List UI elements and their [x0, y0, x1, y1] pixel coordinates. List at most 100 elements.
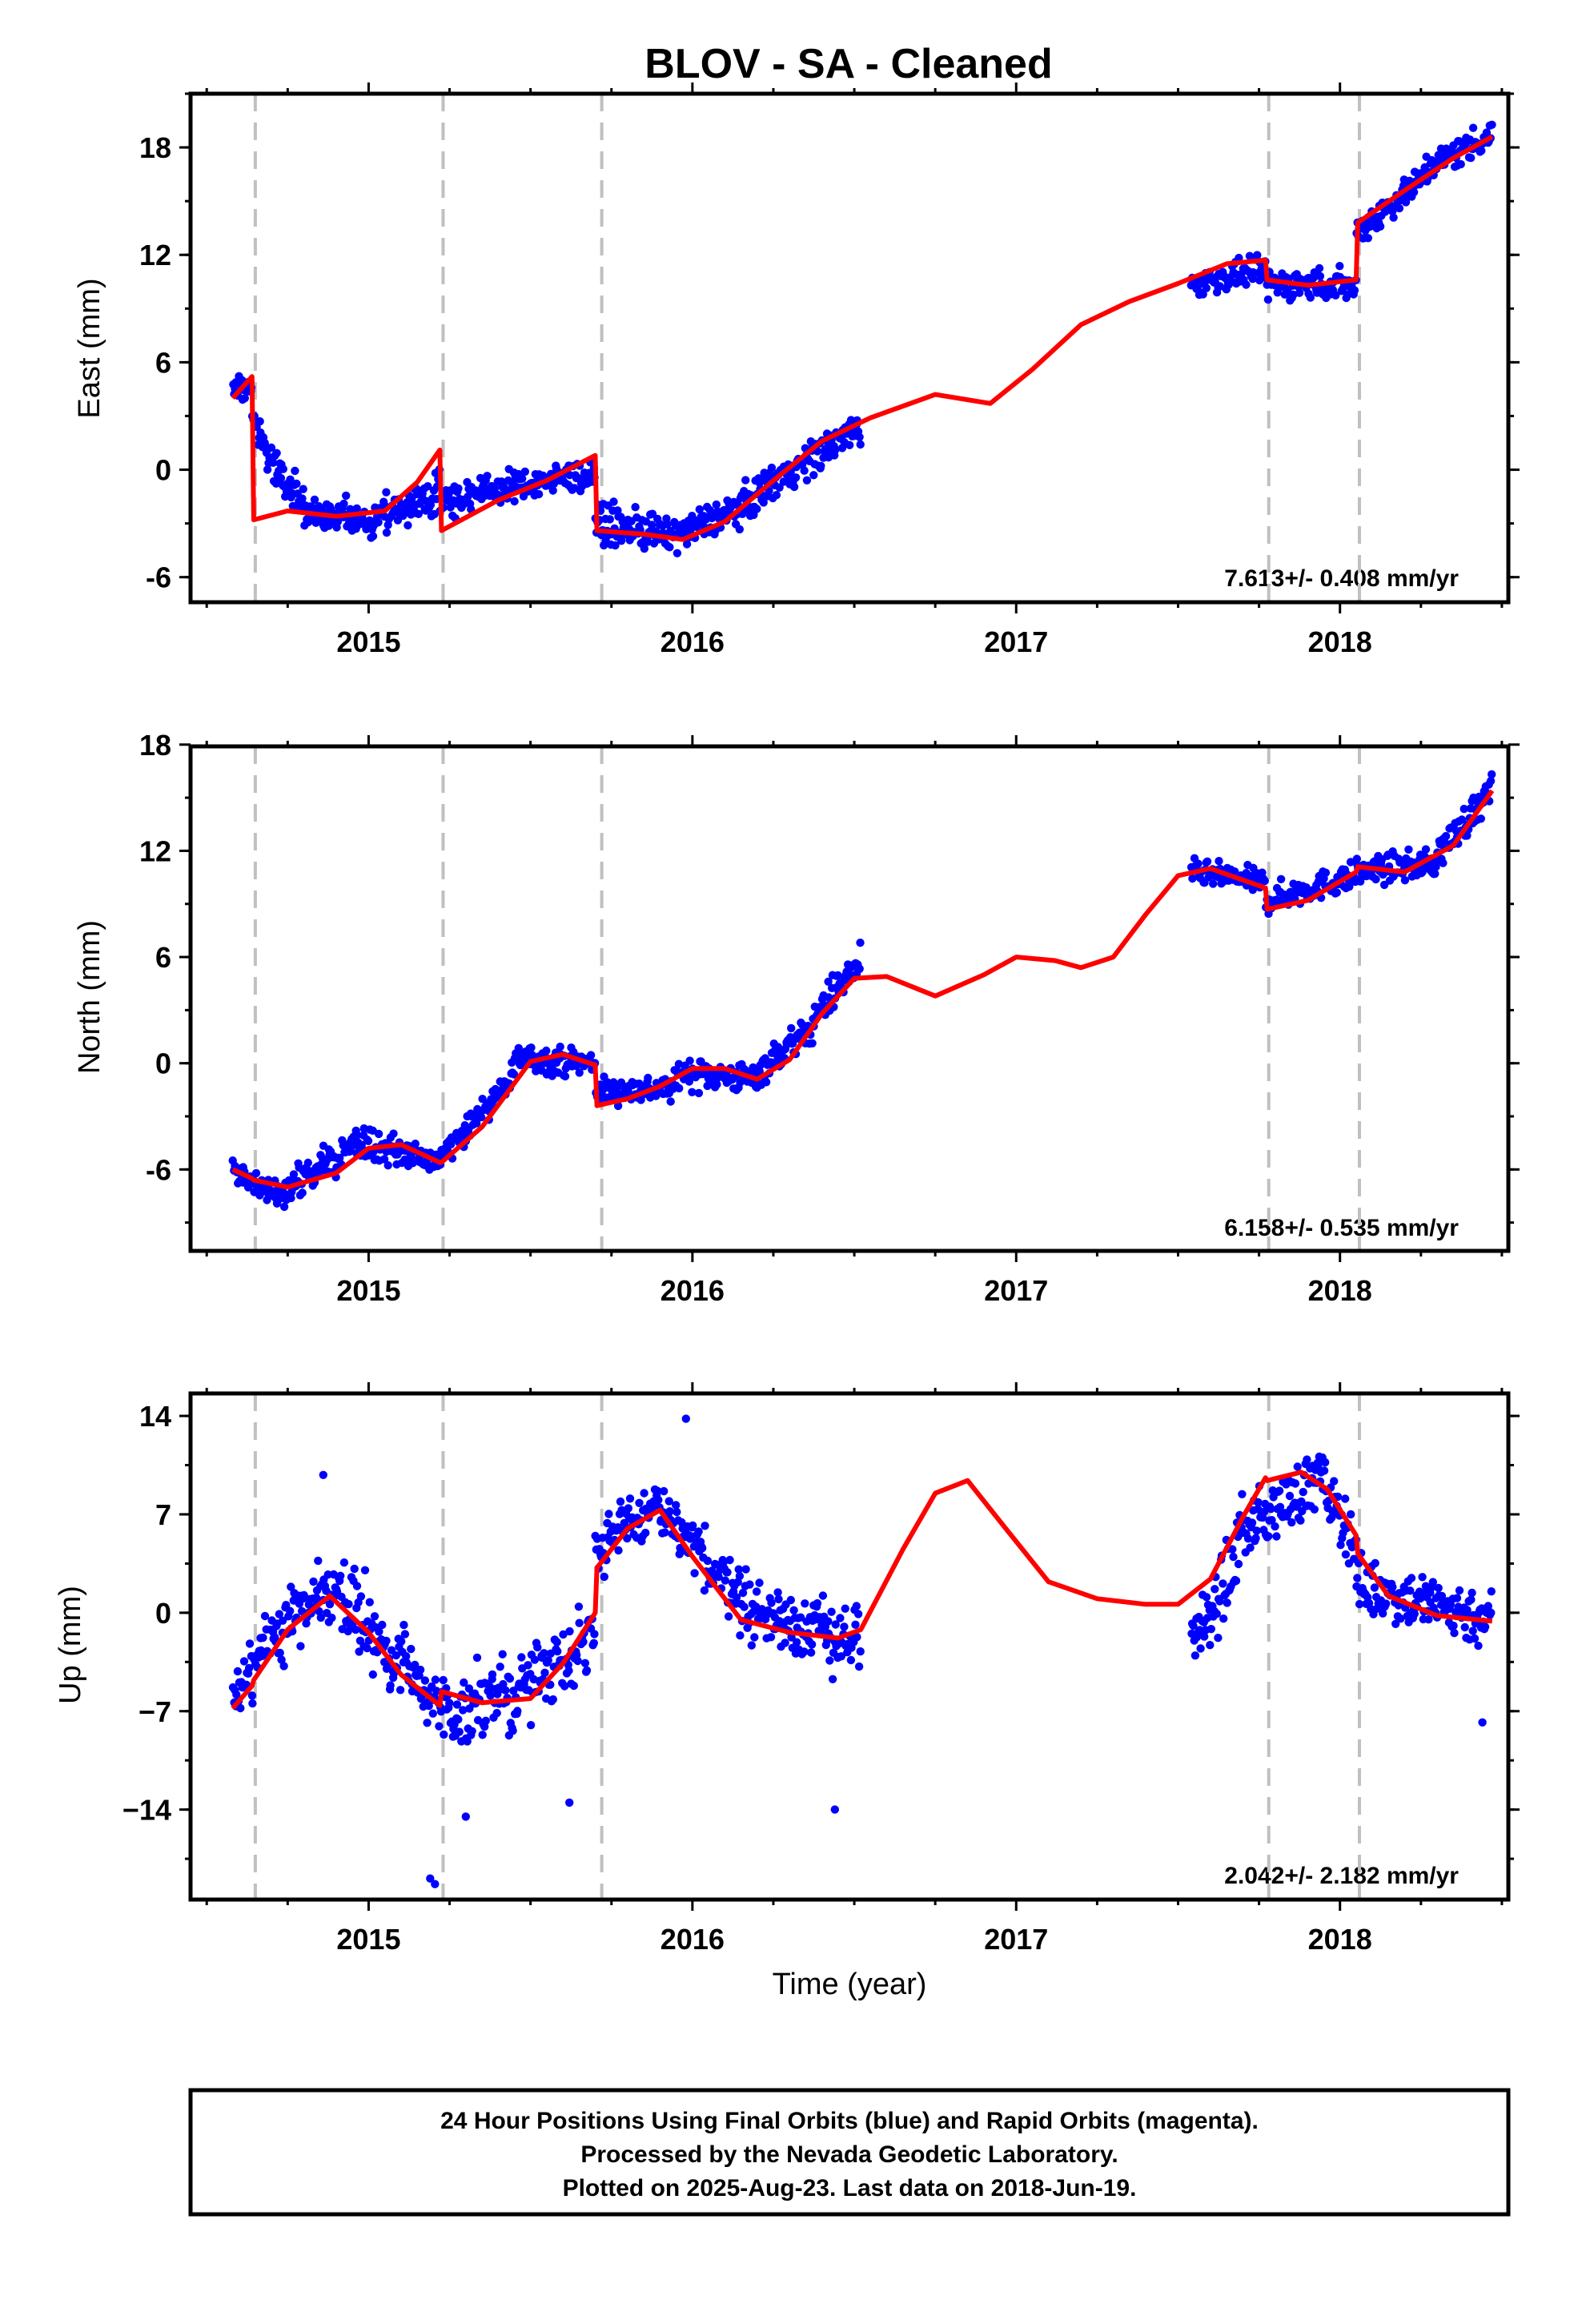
data-point	[1332, 888, 1342, 897]
data-point	[1306, 293, 1315, 302]
x-axis-label-time: Time (year)	[773, 1968, 927, 2001]
data-point	[579, 1638, 588, 1647]
rate-label-east: 7.613+/- 0.408 mm/yr	[1224, 565, 1459, 592]
data-point	[817, 461, 825, 470]
data-point	[851, 1620, 860, 1630]
data-point	[1295, 288, 1304, 297]
data-point	[1255, 275, 1264, 285]
data-point	[386, 1681, 395, 1690]
data-point	[787, 1023, 796, 1033]
data-point	[416, 1665, 425, 1675]
data-point	[455, 1727, 464, 1736]
caption-line-1: 24 Hour Positions Using Final Orbits (bl…	[440, 2108, 1259, 2134]
data-point	[856, 1647, 865, 1656]
data-point	[333, 517, 343, 526]
data-point	[424, 482, 432, 491]
plot-frame	[188, 91, 1511, 605]
data-point	[314, 1556, 323, 1566]
data-point	[1468, 1626, 1477, 1635]
data-point	[1315, 271, 1325, 281]
data-point	[1470, 1634, 1480, 1643]
data-point	[1238, 1490, 1247, 1499]
data-point	[1223, 1598, 1231, 1607]
data-point	[752, 1587, 761, 1596]
data-point	[647, 521, 656, 529]
plot-frame	[188, 744, 1511, 1253]
x-tick-label: 2015	[336, 1923, 400, 1956]
y-tick-label: 12	[139, 834, 171, 867]
data-point	[1243, 1534, 1253, 1543]
data-point	[813, 1598, 822, 1608]
data-point	[1431, 862, 1440, 871]
data-point	[1335, 262, 1344, 271]
data-point	[336, 1571, 345, 1581]
data-point	[1404, 845, 1413, 854]
data-point	[841, 1604, 849, 1613]
x-tick-label: 2016	[661, 625, 725, 658]
data-point	[1480, 1622, 1490, 1631]
data-point	[672, 1501, 681, 1510]
data-point	[635, 1498, 644, 1508]
data-point	[335, 1153, 344, 1163]
data-point	[1467, 1595, 1476, 1604]
data-point	[342, 491, 351, 501]
rate-label-north: 6.158+/- 0.535 mm/yr	[1224, 1215, 1459, 1241]
y-tick-label: 6	[155, 941, 171, 974]
data-point	[404, 521, 412, 530]
data-point	[800, 466, 809, 475]
data-point	[1341, 1494, 1350, 1503]
x-tick-label: 2015	[336, 1274, 400, 1307]
data-point	[391, 1651, 400, 1660]
data-point	[673, 549, 682, 557]
data-point	[396, 1686, 405, 1695]
data-point	[402, 1652, 411, 1661]
data-point	[786, 1595, 795, 1605]
x-tick-label: 2017	[984, 1274, 1048, 1307]
data-point	[1371, 875, 1380, 884]
data-point	[411, 1660, 420, 1670]
data-point	[245, 1639, 255, 1648]
data-point	[586, 1051, 596, 1059]
data-point	[414, 509, 423, 518]
data-point	[775, 483, 784, 492]
data-point	[745, 1580, 754, 1589]
data-point	[818, 1591, 828, 1600]
data-point	[569, 1681, 578, 1691]
data-point	[616, 1497, 625, 1506]
data-point	[605, 515, 614, 524]
data-point	[1441, 831, 1451, 841]
data-point	[738, 1588, 748, 1598]
data-point	[298, 494, 307, 503]
figure-title: BLOV - SA - Cleaned	[644, 41, 1052, 87]
data-point	[1202, 283, 1211, 292]
data-point	[533, 1642, 542, 1652]
data-point	[339, 499, 348, 509]
model-fit-line	[231, 1470, 1493, 1711]
data-point	[1275, 1486, 1284, 1495]
data-point	[339, 1558, 349, 1567]
data-point	[316, 1613, 325, 1622]
data-point	[1199, 290, 1207, 299]
data-point	[589, 1638, 598, 1647]
data-point-outlier	[426, 1874, 435, 1883]
data-point	[1234, 1559, 1243, 1569]
data-point	[774, 1594, 783, 1604]
data-point	[1272, 1532, 1281, 1541]
data-point	[853, 1633, 861, 1642]
data-point	[789, 1606, 798, 1615]
data-point	[828, 1675, 837, 1683]
y-tick-label: 6	[155, 346, 171, 379]
data-point	[463, 1737, 472, 1746]
data-point	[1371, 1558, 1379, 1568]
data-point	[1395, 203, 1404, 213]
data-point	[352, 1582, 362, 1590]
data-point	[411, 1140, 420, 1148]
data-point	[1315, 263, 1324, 273]
y-tick-label: 14	[139, 1400, 171, 1433]
data-point	[271, 479, 281, 488]
data-point	[773, 1588, 782, 1597]
data-point	[247, 1691, 257, 1700]
data-point	[1460, 1622, 1469, 1632]
data-point	[741, 1565, 750, 1574]
data-point	[1209, 879, 1218, 888]
